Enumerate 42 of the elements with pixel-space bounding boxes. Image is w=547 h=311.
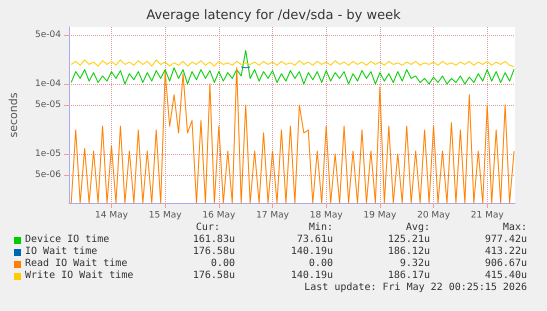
text: 0.00 [308,258,333,269]
text: Avg: [406,222,430,233]
text: Max: [502,222,527,233]
y-tick-label: 1e-05 [35,149,61,160]
x-tick-label: 18 May [310,210,344,220]
y-tick-label: 5e-04 [35,30,62,40]
text: 140.19u [290,246,333,257]
text: 186.12u [388,246,430,257]
text: Cur: [196,222,220,233]
legend-label: IO Wait time [25,246,98,257]
text: 176.58u [192,246,235,257]
text: Last update: Fri May 22 00:25:15 2026 [304,282,527,293]
text: 140.19u [290,270,333,281]
text: 0.00 [210,258,235,269]
text: 413.22u [484,246,527,257]
legend-label: Read IO Wait time [25,258,128,269]
text: 9.32u [400,258,430,269]
x-tick-label: 20 May [417,210,451,220]
legend-label: Write IO Wait time [25,270,134,281]
text: 161.83u [192,234,235,245]
text: 977.42u [484,234,527,245]
legend-label: Device IO time [25,234,110,245]
x-tick-label: 17 May [256,210,290,220]
line-series [70,50,515,84]
text: 73.61u [296,234,333,245]
text: 415.40u [484,270,527,281]
x-tick-label: 14 May [95,210,129,220]
text: 906.67u [484,258,527,269]
y-axis-title: seconds [7,92,20,138]
x-tick-label: 16 May [202,210,236,220]
y-tick-label: 5e-06 [35,170,62,180]
y-tick-label: 5e-05 [35,100,61,110]
chart-title: Average latency for /dev/sda - by week [146,8,402,23]
text: 186.17u [388,270,430,281]
x-tick-label: 19 May [363,210,398,220]
text: 176.58u [192,270,235,281]
x-tick-label: 15 May [148,210,182,220]
text: Min: [308,222,333,233]
y-tick-label: 1e-04 [35,78,62,89]
x-tick-label: 21 May [470,210,504,220]
line-series [70,59,515,68]
text: 125.21u [388,234,430,245]
